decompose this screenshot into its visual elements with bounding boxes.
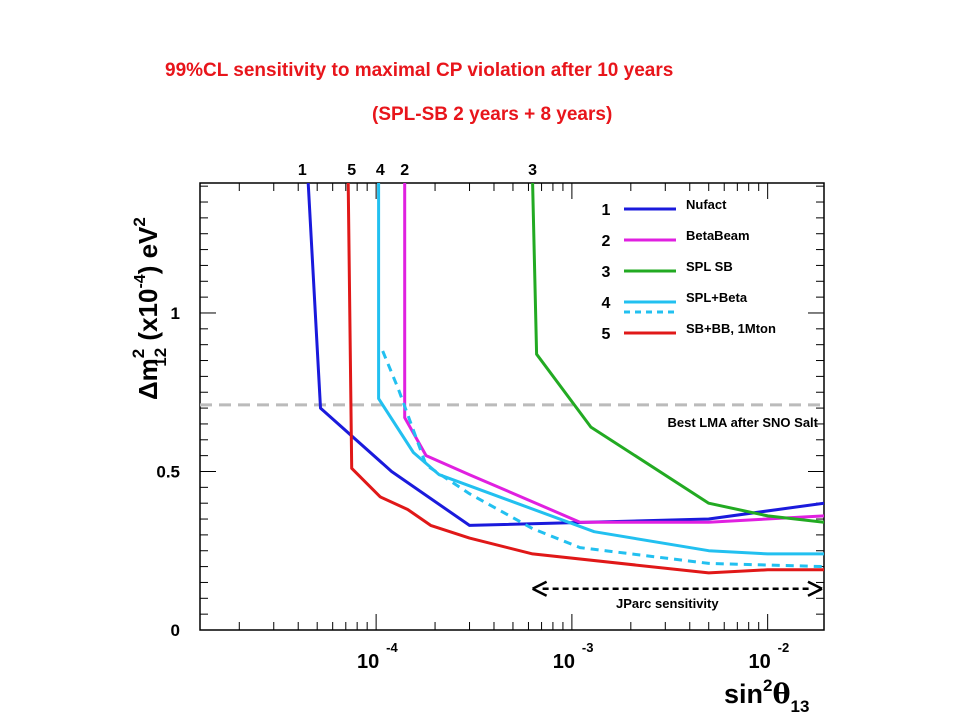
curve-label: 2 xyxy=(400,162,409,179)
series-line-2 xyxy=(403,183,824,524)
y-tick-label: 0.5 xyxy=(156,462,180,481)
legend-label: BetaBeam xyxy=(686,228,750,243)
plot-frame xyxy=(199,182,825,631)
legend-label: SPL SB xyxy=(686,259,733,274)
chart-subtitle: (SPL-SB 2 years + 8 years) xyxy=(372,104,613,125)
x-tick-exponent: -2 xyxy=(778,640,790,655)
legend-label: SPL+Beta xyxy=(686,290,748,305)
jparc-arrow-right xyxy=(807,580,823,597)
y-tick-label: 0 xyxy=(171,621,180,640)
curve-label: 1 xyxy=(298,162,307,179)
series-group xyxy=(306,183,824,575)
legend: Nufact BetaBeam SPL SB SPL+Beta SB+BB, 1Mton xyxy=(624,197,776,336)
series-line-3 xyxy=(531,183,824,524)
series-line-4 xyxy=(377,183,824,556)
legend-number: 3 xyxy=(602,264,611,281)
x-tick-label: 10 xyxy=(749,651,771,673)
x-tick-label: 10 xyxy=(357,651,379,673)
y-axis-label: Δm2 12 (x10-4) eV2 xyxy=(129,217,170,400)
legend-number: 1 xyxy=(602,202,611,219)
legend-label: SB+BB, 1Mton xyxy=(686,321,776,336)
x-tick-label: 10 xyxy=(553,651,575,673)
jparc-arrow-left xyxy=(532,580,548,597)
x-tick-exponent: -4 xyxy=(386,640,398,655)
x-axis-label: sin2θ13 xyxy=(724,676,809,716)
curve-label: 4 xyxy=(376,162,385,179)
jparc-label: JParc sensitivity xyxy=(616,596,719,611)
x-tick-exponent: -3 xyxy=(582,640,594,655)
chart-title: 99%CL sensitivity to maximal CP violatio… xyxy=(165,60,674,81)
series-line-4-dashed xyxy=(381,350,824,569)
best-lma-label: Best LMA after SNO Salt xyxy=(668,415,819,430)
series-line-5 xyxy=(346,183,824,575)
y-tick-label: 1 xyxy=(171,304,180,323)
legend-number: 4 xyxy=(602,295,611,312)
legend-number: 2 xyxy=(602,233,611,250)
series-line-1 xyxy=(306,183,824,527)
curve-label: 3 xyxy=(528,162,537,179)
curve-label: 5 xyxy=(347,162,356,179)
legend-number: 5 xyxy=(602,326,611,343)
legend-label: Nufact xyxy=(686,197,727,212)
